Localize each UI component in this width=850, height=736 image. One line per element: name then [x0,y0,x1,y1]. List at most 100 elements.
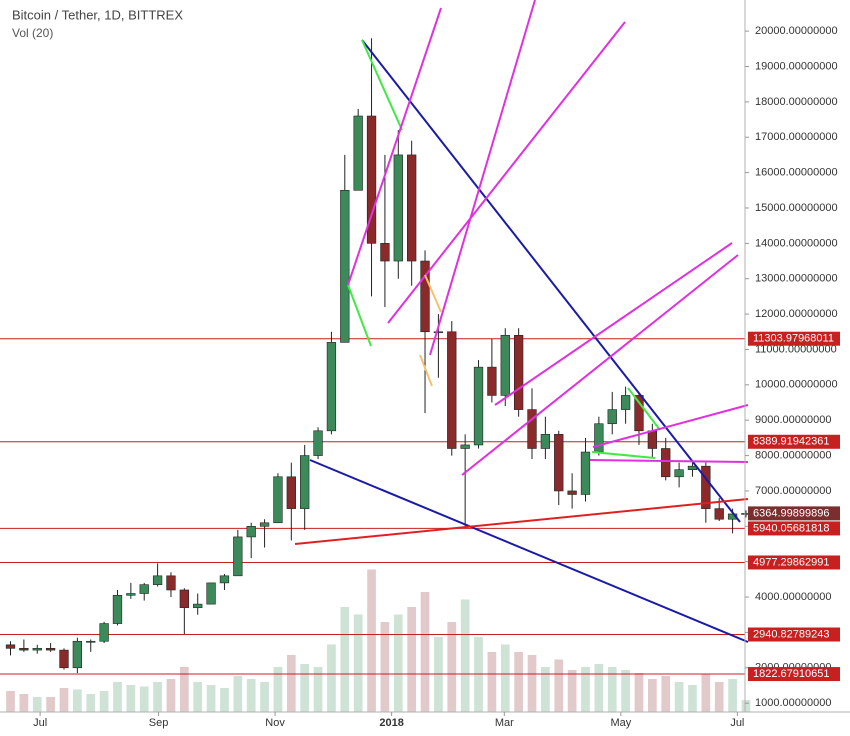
y-tick-label: 1000.00000000 [755,697,831,709]
candle-body [366,115,377,244]
candle-body [179,589,189,608]
x-tick-label: Nov [265,717,285,729]
volume-bar [166,679,176,712]
candle-body [259,522,270,527]
candle-body [567,490,577,495]
volume-bar [714,682,724,712]
volume-bar [607,667,617,712]
candle-body [166,575,176,591]
volume-bar [661,676,671,712]
trend-line [347,284,372,347]
candle-body [32,648,42,651]
x-tick-label: Mar [495,717,514,729]
candle-body [393,154,403,262]
candle-body [326,342,337,432]
candle-body [86,640,96,643]
volume-bar [340,607,350,712]
y-tick-label: 17000.00000000 [755,131,838,143]
y-tick-label: 9000.00000000 [755,414,831,426]
volume-bar [153,682,162,712]
trend-line [309,459,749,643]
trend-line [387,21,626,324]
price-label: 4977.29862991 [753,556,829,568]
candle-body [219,575,230,584]
candle-body [126,593,136,596]
volume-bar [86,694,96,712]
volume-bar [420,592,430,712]
y-tick-label: 15000.00000000 [755,202,838,214]
price-lines [0,338,745,675]
trend-line [347,7,442,286]
price-label: 1822.67910651 [753,668,829,680]
candle-body [513,335,524,410]
candle-body [460,444,470,449]
candle-body [714,508,724,520]
price-label-box [748,434,840,449]
y-tick-label: 20000.00000000 [755,25,838,37]
volume-bar [621,670,630,712]
y-tick-label: 16000.00000000 [755,167,838,179]
volume-bar [554,659,564,712]
candle-body [59,649,69,669]
trend-line [591,451,656,459]
y-tick-label: 7000.00000000 [755,485,831,497]
volume-bar [367,569,376,712]
volume-bar [460,599,470,712]
candles [5,38,751,674]
candle-body [300,455,310,509]
trend-line [429,0,536,356]
candle-body [380,243,390,262]
price-label: 11303.97968011 [753,333,834,345]
candle-body [701,465,711,509]
candle-body [193,603,203,608]
volume-label: Vol (20) [12,26,53,40]
volume-bar [500,644,510,712]
trend-line [592,404,749,448]
volume-bar [233,676,243,712]
volume-bar [353,614,363,712]
volume-bar [581,667,590,712]
trend-line [294,498,749,545]
candle-body [112,594,123,624]
volume-bar [113,682,122,712]
y-tick-label: 14000.00000000 [755,237,838,249]
x-tick-label: Jul [730,717,744,729]
volume-bar [514,652,523,712]
price-label: 2940.82789243 [753,628,829,640]
volume-bar [193,682,203,712]
volume-bar [46,697,55,712]
volume-bar [126,685,136,712]
candle-body [500,335,510,396]
candle-body [286,476,296,509]
candle-body [674,469,684,478]
candle-body [246,526,256,538]
volume-bar [273,667,283,712]
volume-bar [701,674,711,712]
volume-bar [179,667,189,712]
candle-body [540,434,551,449]
y-tick-label: 13000.00000000 [755,273,838,285]
volume-bar [527,655,537,712]
volume-bar [688,685,697,712]
volume-bar [407,607,417,712]
candle-body [647,430,657,449]
y-tick-label: 8000.00000000 [755,449,831,461]
candle-body [420,260,430,333]
candle-body [353,115,363,191]
volume-bar [648,679,657,712]
volume-bar [286,655,296,712]
y-tick-label: 11000.00000000 [755,343,837,355]
volume-bar [567,670,577,712]
y-tick-label: 18000.00000000 [755,96,838,108]
volume-bar [220,688,229,712]
candle-body [313,430,323,456]
x-tick-label: 2018 [379,717,403,729]
candle-body [233,536,243,577]
x-tick-label: Sep [149,717,169,729]
volume-bar [487,652,497,712]
candle-body [634,395,644,432]
trend-line [461,254,739,476]
candle-body [620,395,631,410]
candle-body [273,476,283,524]
